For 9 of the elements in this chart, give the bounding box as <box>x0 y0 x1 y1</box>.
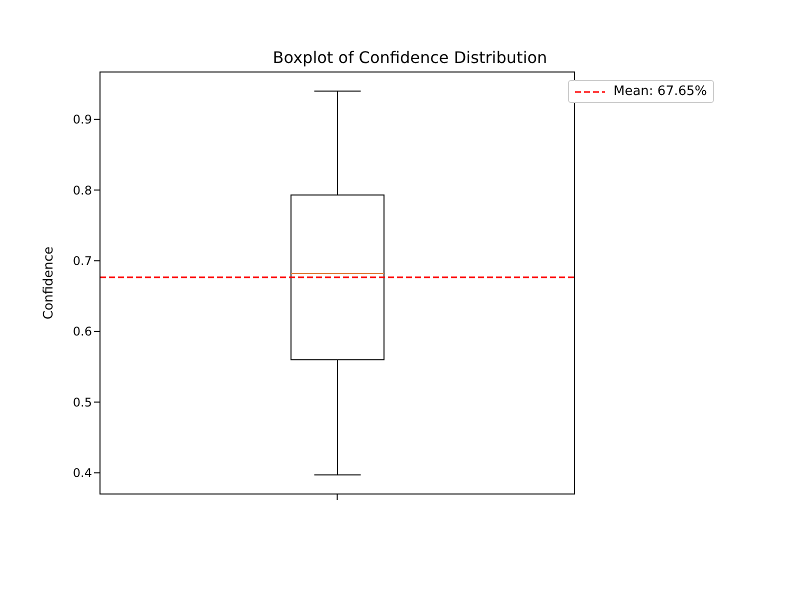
y-tick-label: 0.9 <box>72 112 92 127</box>
y-tick-label: 0.7 <box>72 254 92 268</box>
y-tick-label: 0.8 <box>72 183 92 198</box>
y-tick-label: 0.5 <box>72 395 92 410</box>
y-tick-label: 0.4 <box>72 466 92 480</box>
legend-label: Mean: 67.65% <box>613 84 707 99</box>
y-tick-label: 0.6 <box>72 324 92 339</box>
chart-title: Boxplot of Confidence Distribution <box>272 48 548 67</box>
y-axis-title: Confidence <box>42 246 57 320</box>
